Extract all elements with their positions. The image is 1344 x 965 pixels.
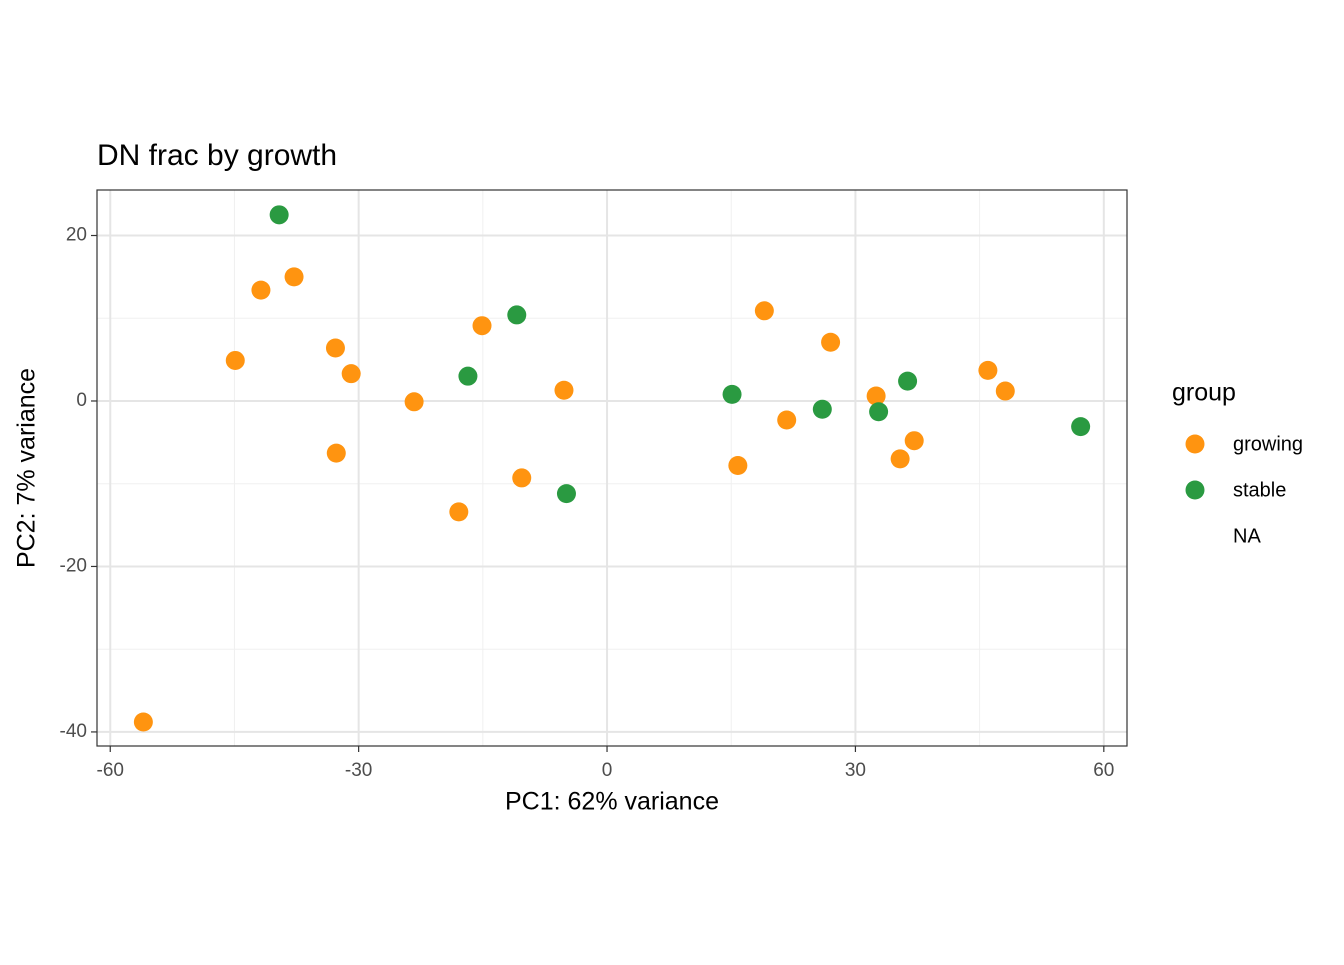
x-tick-label: -60 <box>97 760 124 781</box>
plot-border <box>96 189 1128 747</box>
x-tick-label: 0 <box>602 760 613 781</box>
point <box>341 364 361 384</box>
legend-key <box>1185 434 1205 454</box>
point <box>133 712 153 732</box>
point <box>978 360 998 380</box>
point <box>722 384 742 404</box>
x-tick-label: 30 <box>845 760 866 781</box>
point <box>1071 417 1091 437</box>
point <box>898 371 918 391</box>
legend-title: group <box>1172 379 1236 407</box>
x-tick-label: -30 <box>345 760 372 781</box>
point <box>554 380 574 400</box>
legend-label: NA <box>1233 525 1261 547</box>
point <box>507 305 527 325</box>
point <box>754 301 774 321</box>
y-axis-label: PC2: 7% variance <box>13 368 41 568</box>
y-tick-label: -20 <box>60 555 87 576</box>
legend-key <box>1185 480 1205 500</box>
point <box>777 410 797 430</box>
point <box>904 431 924 451</box>
point <box>325 338 345 358</box>
point <box>512 468 532 488</box>
y-tick-label: 0 <box>76 390 87 411</box>
x-tick-label: 60 <box>1093 760 1114 781</box>
point <box>556 484 576 504</box>
point <box>404 392 424 412</box>
chart-title: DN frac by growth <box>97 139 337 172</box>
point <box>251 280 271 300</box>
point <box>326 443 346 463</box>
legend-label: stable <box>1233 479 1286 501</box>
x-axis-label: PC1: 62% variance <box>505 788 719 816</box>
point <box>821 332 841 352</box>
point <box>812 399 832 419</box>
point <box>995 381 1015 401</box>
point <box>269 205 289 225</box>
point <box>890 449 910 469</box>
point <box>472 316 492 336</box>
point <box>449 502 469 522</box>
legend-label: growing <box>1233 433 1303 455</box>
point <box>866 386 886 406</box>
y-tick-label: 20 <box>66 225 87 246</box>
point <box>458 366 478 386</box>
point <box>728 456 748 476</box>
point <box>284 267 304 287</box>
y-tick-label: -40 <box>60 721 87 742</box>
point <box>225 350 245 370</box>
point <box>869 402 889 422</box>
